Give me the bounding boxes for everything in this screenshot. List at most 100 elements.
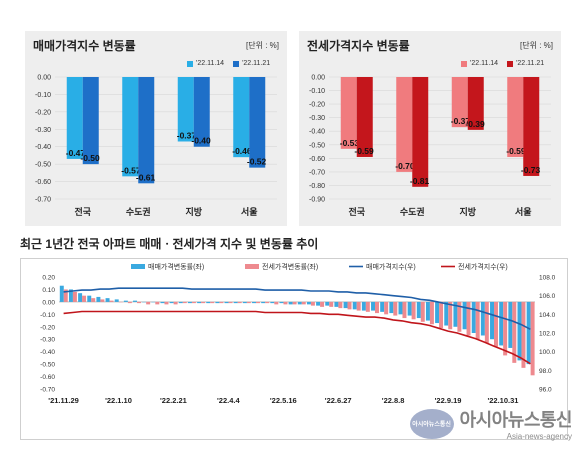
bar (177, 77, 194, 142)
y-tick-label: -0.90 (309, 197, 325, 204)
sale-panel-unit: [단위 : %] (246, 41, 279, 50)
y-tick-label: -0.60 (309, 156, 325, 163)
legend-swatch (245, 264, 259, 269)
x-category-label: 서울 (241, 206, 258, 217)
bar-value-label: -0.70 (395, 161, 415, 171)
rent-change-bar (91, 298, 96, 302)
legend-swatch-1114 (187, 60, 193, 67)
y-tick-label: 0.00 (311, 75, 325, 82)
legend-label: 매매가격변동률(좌) (148, 262, 204, 271)
bar (396, 77, 413, 172)
sale-change-bar (398, 301, 403, 315)
rent-change-bar (82, 295, 87, 302)
y-tick-label: -0.40 (309, 129, 325, 136)
sale-change-bar (325, 301, 330, 306)
rent-change-bar (530, 301, 535, 376)
rent-change-bar (173, 301, 178, 305)
sale-change-bar (123, 300, 128, 302)
bar (507, 77, 524, 157)
rent-change-bar (301, 301, 306, 305)
y-tick-label: -0.50 (309, 142, 325, 149)
sale-change-bar (288, 301, 293, 305)
legend-label-1114: '22.11.14 (196, 60, 225, 67)
right-tick-label: 102.0 (539, 331, 556, 338)
rent-change-bar (503, 301, 508, 356)
bar-value-label: -0.37 (451, 116, 471, 126)
bar (412, 77, 429, 187)
x-tick-label: '22.1.10 (105, 396, 132, 405)
sale-change-bar (206, 301, 211, 304)
watermark-logo-text: 아시아뉴스통신 (412, 422, 451, 428)
left-tick-label: -0.20 (40, 324, 55, 331)
legend-label: 전세가격변동률(좌) (262, 262, 318, 271)
trend-chart-title: 최근 1년간 전국 아파트 매매ㆍ전세가격 지수 및 변동률 추이 (20, 237, 319, 251)
watermark-logo: 아시아뉴스통신 (409, 408, 454, 439)
sale-change-bar (215, 301, 220, 304)
y-tick-label: -0.70 (309, 169, 325, 176)
bar-value-label: -0.59 (354, 146, 374, 156)
bar-value-label: -0.50 (80, 153, 100, 163)
bar-value-label: -0.40 (191, 136, 211, 146)
rent-change-bar (191, 301, 196, 304)
right-tick-label: 100.0 (539, 349, 556, 356)
x-tick-label: '22.5.16 (270, 396, 297, 405)
sale-change-bar (371, 301, 376, 311)
bar (138, 77, 155, 184)
y-tick-label: -0.30 (309, 115, 325, 122)
sale-change-bar (242, 301, 247, 304)
rent-change-chart: 0.00 -0.10 -0.20 -0.30 -0.40 -0.50 -0.60 -0.70 -… (309, 75, 551, 217)
x-tick-label: '22.4.4 (217, 396, 240, 405)
x-category-label: 서울 (515, 206, 532, 217)
sale-panel-legend: '22.11.14 '22.11.21 (187, 60, 270, 67)
sale-change-bar (490, 301, 495, 340)
x-tick-label: '22.8.8 (382, 396, 405, 405)
rent-change-bar (182, 301, 187, 304)
sale-change-bar (279, 301, 284, 304)
sale-change-bar (160, 301, 165, 304)
sale-change-bar (297, 301, 302, 305)
rent-change-bar (521, 301, 526, 368)
left-tick-label: -0.60 (40, 374, 55, 381)
rent-change-bar (375, 301, 379, 314)
left-tick-label: -0.10 (40, 312, 55, 319)
sale-change-bar (425, 301, 430, 321)
rent-change-bar (347, 301, 352, 310)
rent-change-bar (237, 301, 242, 304)
rent-change-bar (228, 301, 233, 304)
rent-change-bar (201, 301, 206, 304)
bar (523, 77, 540, 176)
sale-change-bar (187, 301, 192, 304)
rent-change-bar (365, 301, 370, 312)
bar (233, 77, 250, 158)
legend-swatch-1121 (507, 60, 514, 67)
y-tick-label: -0.20 (35, 109, 51, 116)
y-tick-label: -0.60 (35, 179, 51, 186)
sale-change-bar (178, 301, 183, 304)
y-tick-label: -0.40 (35, 144, 51, 151)
rent-change-bar (475, 301, 480, 340)
sale-change-bar (453, 301, 458, 327)
sale-change-bar (252, 301, 257, 304)
rent-change-bar (484, 301, 489, 343)
rent-change-bar (457, 301, 462, 332)
rent-change-bar (310, 301, 315, 306)
sale-change-bar (499, 301, 504, 346)
rent-change-bar (393, 301, 398, 316)
sale-change-bar (270, 301, 275, 304)
rent-change-bar (219, 301, 224, 304)
bar-value-label: -0.73 (521, 165, 541, 175)
y-tick-label: -0.80 (309, 183, 325, 190)
sale-change-bar (508, 301, 513, 348)
bar-value-label: -0.61 (136, 172, 156, 182)
sale-index-line (63, 287, 531, 331)
sale-change-bar (316, 301, 321, 306)
rent-change-bar (384, 301, 389, 315)
y-tick-label: -0.50 (35, 162, 51, 169)
rent-change-bar (63, 289, 68, 302)
sale-change-bar (480, 301, 485, 336)
rent-change-bar (256, 301, 260, 304)
rent-change-panel: 전세가격지수 변동률 [단위 : %] '22.11.14 '22.11.21 … (299, 31, 561, 226)
rent-change-bar (164, 301, 169, 305)
legend-label: 전세가격지수(우) (458, 262, 508, 271)
left-tick-label: -0.70 (40, 387, 55, 394)
